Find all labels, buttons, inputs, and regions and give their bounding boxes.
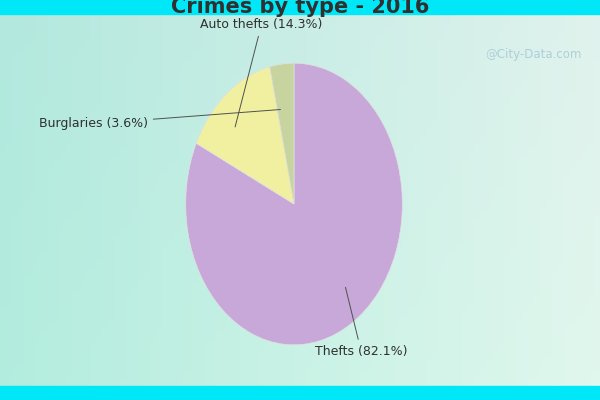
Text: Thefts (82.1%): Thefts (82.1%) (315, 287, 407, 358)
Text: Auto thefts (14.3%): Auto thefts (14.3%) (200, 18, 323, 127)
Text: Crimes by type - 2016: Crimes by type - 2016 (171, 0, 429, 17)
Text: @City-Data.com: @City-Data.com (485, 48, 582, 61)
Wedge shape (185, 63, 403, 345)
Wedge shape (196, 67, 294, 204)
Text: Burglaries (3.6%): Burglaries (3.6%) (39, 110, 280, 130)
Wedge shape (270, 63, 294, 204)
